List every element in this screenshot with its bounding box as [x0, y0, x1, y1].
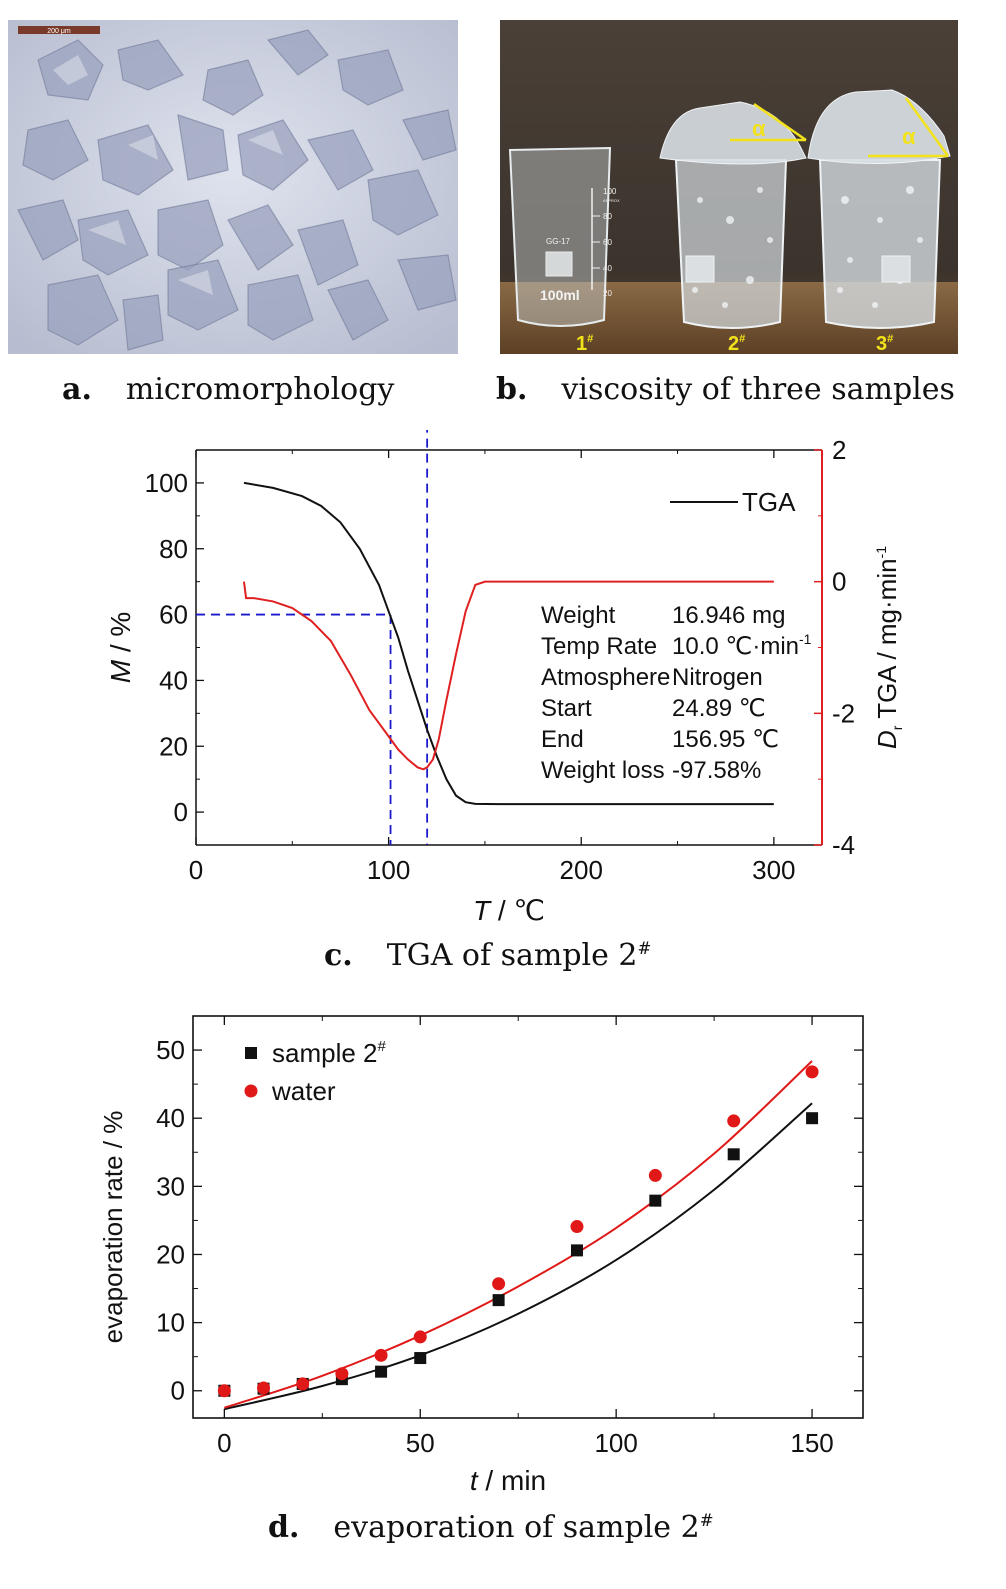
y-axis-title: evaporation rate / %: [98, 1111, 128, 1344]
data-point-sample: [727, 1148, 740, 1161]
info-value: Nitrogen: [672, 664, 763, 691]
tga-chart: 0 100 200 300 0 20 40 60 80 100 -4 -2 0 2 T / ℃ M / % Dr…: [105, 430, 905, 926]
info-value: 24.89 ℃: [672, 695, 766, 722]
beaker-1-label: 1#: [576, 333, 593, 354]
data-point-sample: [806, 1112, 819, 1125]
scale-bar-label: 200 μm: [47, 28, 71, 35]
svg-text:80: 80: [603, 212, 612, 221]
data-point-water: [374, 1348, 388, 1362]
data-point-sample: [492, 1294, 505, 1307]
data-point-sample: [375, 1365, 388, 1378]
caption-b: b. viscosity of three samples: [496, 372, 955, 407]
data-point-sample: [414, 1352, 427, 1365]
data-point-water: [335, 1367, 349, 1381]
legend-marker-water: [244, 1084, 258, 1098]
x-tick-label: 50: [406, 1428, 435, 1458]
y-tick-label: 30: [156, 1171, 185, 1201]
x-tick-label: 0: [217, 1428, 231, 1458]
y-right-tick-label: 2: [832, 435, 846, 465]
y-left-tick-label: 60: [159, 600, 188, 630]
beakers-image: 100 APPROX 80 60 40 20 100ml GG-17 1# α …: [500, 20, 958, 354]
fit-curve-water: [224, 1060, 813, 1409]
x-tick-label: 0: [189, 855, 203, 885]
info-value: 156.95 ℃: [672, 726, 779, 753]
beaker-1: 100 APPROX 80 60 40 20 100ml GG-17 1#: [508, 146, 620, 354]
svg-text:GG-17: GG-17: [546, 237, 571, 246]
data-point-water: [492, 1277, 506, 1291]
data-point-water: [296, 1377, 310, 1391]
data-point-water: [648, 1168, 662, 1182]
micrograph-image: 200 μm: [8, 20, 458, 354]
caption-c: c. TGA of sample 2#: [324, 938, 652, 973]
x-axis-title: T / ℃: [473, 895, 545, 926]
svg-text:100: 100: [603, 187, 617, 196]
y-tick-label: 10: [156, 1308, 185, 1338]
y-tick-label: 50: [156, 1035, 185, 1065]
info-label: Start: [541, 695, 592, 722]
info-value: -97.58%: [672, 757, 761, 784]
data-point-water: [257, 1381, 271, 1395]
plot-frame: [192, 1015, 864, 1419]
angle-alpha-3: α: [902, 124, 916, 149]
y-left-tick-label: 100: [145, 468, 188, 498]
beakers-photo: 100 APPROX 80 60 40 20 100ml GG-17 1# α …: [500, 20, 958, 354]
scale-bar: [18, 26, 100, 34]
info-value: 16.946 mg: [672, 602, 785, 629]
y-tick-label: 20: [156, 1239, 185, 1269]
info-label: Atmosphere: [541, 664, 670, 691]
y-right-axis-title: Dr TGA / mg·min-1: [872, 546, 905, 749]
beaker-2: α 2#: [659, 101, 807, 354]
caption-d: d. evaporation of sample 2#: [268, 1510, 714, 1545]
svg-text:APPROX: APPROX: [603, 198, 620, 203]
fit-curve-sample: [224, 1102, 813, 1411]
beaker-3: α 3#: [807, 89, 951, 354]
legend-marker-sample: [245, 1047, 257, 1059]
x-tick-label: 200: [560, 855, 603, 885]
x-tick-label: 100: [594, 1428, 637, 1458]
y-left-tick-label: 80: [159, 534, 188, 564]
y-left-tick-label: 20: [159, 731, 188, 761]
beaker-3-label: 3#: [876, 333, 893, 354]
guide-60-percent: [196, 613, 392, 845]
x-axis-title: t / min: [470, 1465, 546, 1496]
info-label: Weight loss: [541, 757, 665, 784]
data-point-water: [805, 1065, 819, 1079]
data-point-water: [727, 1114, 741, 1128]
angle-alpha-2: α: [752, 116, 766, 141]
legend-label-sample: sample 2#: [272, 1038, 387, 1068]
legend-label-water: water: [271, 1076, 336, 1106]
y-tick-label: 40: [156, 1103, 185, 1133]
x-tick-label: 300: [752, 855, 795, 885]
y-left-axis-title: M / %: [105, 612, 136, 684]
data-point-water: [413, 1330, 427, 1344]
svg-text:100ml: 100ml: [540, 287, 580, 303]
data-point-sample: [570, 1244, 583, 1257]
data-point-sample: [649, 1194, 662, 1207]
x-tick-label: 150: [790, 1428, 833, 1458]
dtga-curve: [242, 580, 774, 771]
y-right-tick-label: 0: [832, 567, 846, 597]
info-label: End: [541, 726, 584, 753]
svg-text:40: 40: [603, 264, 612, 273]
y-right-tick-label: -4: [832, 830, 855, 860]
beaker-2-label: 2#: [728, 333, 745, 354]
tga-curve: [243, 481, 774, 806]
data-point-water: [217, 1384, 231, 1398]
y-right-tick-label: -2: [832, 698, 855, 728]
info-label: Weight: [541, 602, 616, 629]
caption-a: a. micromorphology: [62, 372, 395, 407]
svg-text:60: 60: [603, 238, 612, 247]
y-left-tick-label: 40: [159, 665, 188, 695]
info-value: 10.0 ℃·min-1: [672, 631, 812, 660]
svg-text:20: 20: [603, 289, 612, 298]
x-tick-label: 100: [367, 855, 410, 885]
y-tick-label: 0: [171, 1376, 185, 1406]
evaporation-chart: 0 50 100 150 0 10 20 30 40 50 t / min evaporation r…: [98, 1015, 864, 1496]
info-label: Temp Rate: [541, 633, 657, 660]
micromorphology-photo: 200 μm: [8, 20, 458, 354]
legend-label-tga: TGA: [742, 487, 796, 517]
y-left-tick-label: 0: [174, 797, 188, 827]
data-point-water: [570, 1220, 584, 1234]
